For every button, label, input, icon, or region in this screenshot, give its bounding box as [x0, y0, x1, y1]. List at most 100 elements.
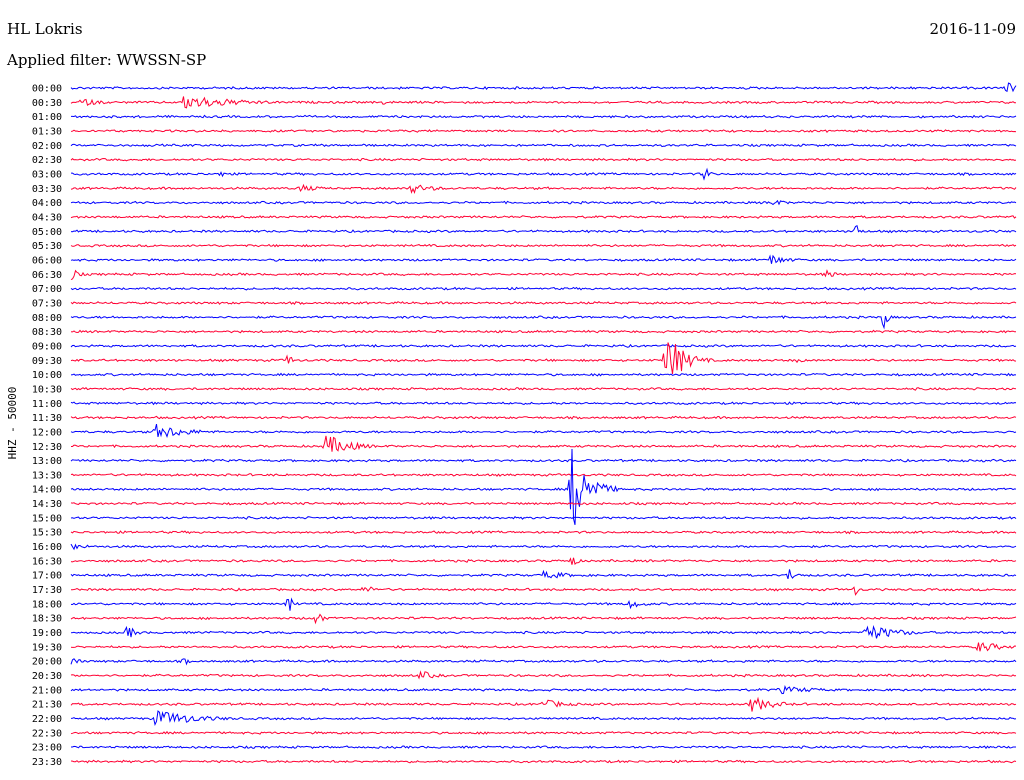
- tick-label: 12:00: [32, 427, 62, 438]
- trace-0700: [70, 286, 1017, 291]
- tick-label: 18:00: [32, 599, 62, 610]
- trace-0600: [70, 254, 1017, 264]
- tick-label: 20:00: [32, 657, 62, 668]
- trace-2000: [70, 658, 1017, 666]
- tick-label: 03:30: [32, 184, 62, 195]
- trace-0330: [70, 183, 1017, 195]
- trace-1830: [70, 613, 1017, 625]
- trace-1930: [70, 642, 1017, 652]
- tick-label: 15:30: [32, 528, 62, 539]
- trace-1230: [71, 435, 1017, 452]
- trace-1200: [70, 423, 1017, 438]
- trace-0200: [70, 143, 1017, 148]
- trace-0000: [70, 82, 1017, 93]
- tick-label: 07:00: [32, 284, 62, 295]
- tick-label: 09:30: [32, 356, 62, 367]
- tick-label: 03:00: [32, 169, 62, 180]
- trace-0130: [70, 129, 1017, 133]
- tick-label: 07:30: [32, 298, 62, 309]
- tick-label: 14:30: [32, 499, 62, 510]
- tick-label: 08:30: [32, 327, 62, 338]
- trace-1300: [70, 458, 1017, 463]
- trace-0430: [70, 215, 1017, 219]
- tick-label: 06:30: [32, 270, 62, 281]
- tick-label: 01:00: [32, 112, 62, 123]
- trace-2230: [70, 730, 1017, 735]
- tick-label: 13:00: [32, 456, 62, 467]
- tick-label: 05:30: [32, 241, 62, 252]
- date-label: 2016-11-09: [929, 20, 1016, 38]
- station-title: HL Lokris: [7, 20, 83, 38]
- tick-label: 12:30: [32, 442, 62, 453]
- tick-label: 16:00: [32, 542, 62, 553]
- tick-label: 08:00: [32, 313, 62, 324]
- tick-label: 02:30: [32, 155, 62, 166]
- y-axis-label: HHZ - 50000: [6, 387, 19, 460]
- tick-label: 19:00: [32, 628, 62, 639]
- trace-1730: [71, 586, 1017, 596]
- tick-label: 00:00: [32, 84, 62, 95]
- tick-label: 21:30: [32, 700, 62, 711]
- tick-label: 14:00: [32, 485, 62, 496]
- tick-label: 04:30: [32, 212, 62, 223]
- trace-0230: [70, 157, 1017, 162]
- trace-0730: [70, 300, 1017, 306]
- tick-label: 20:30: [32, 671, 62, 682]
- trace-2200: [70, 710, 1017, 727]
- trace-2330: [70, 759, 1017, 764]
- filter-label: Applied filter: WWSSN-SP: [7, 51, 207, 69]
- tick-label: 00:30: [32, 98, 62, 109]
- trace-0630: [70, 269, 1017, 281]
- trace-0030: [70, 96, 1016, 109]
- trace-1900: [70, 624, 1017, 639]
- tick-label: 13:30: [32, 470, 62, 481]
- trace-1800: [70, 597, 1017, 611]
- trace-0830: [70, 329, 1016, 334]
- tick-label-group: 00:00 00:30 01:00 01:30 02:00 02:30 03:00 03:30…: [32, 84, 62, 769]
- trace-1700: [70, 569, 1017, 580]
- tick-label: 17:00: [32, 571, 62, 582]
- trace-1430: [70, 501, 1017, 506]
- trace-0930: [70, 342, 1017, 374]
- trace-0100: [71, 114, 1017, 119]
- tick-label: 02:00: [32, 141, 62, 152]
- trace-0400: [70, 199, 1017, 206]
- tick-label: 15:00: [32, 513, 62, 524]
- trace-1000: [70, 372, 1017, 377]
- tick-label: 23:00: [32, 743, 62, 754]
- tick-label: 06:00: [32, 255, 62, 266]
- tick-label: 22:00: [32, 714, 62, 725]
- tick-label: 18:30: [32, 614, 62, 625]
- tick-label: 10:00: [32, 370, 62, 381]
- trace-1100: [70, 401, 1017, 406]
- tick-label: 19:30: [32, 642, 62, 653]
- tick-label: 09:00: [32, 341, 62, 352]
- trace-0300: [71, 167, 1017, 181]
- tick-label: 11:30: [32, 413, 62, 424]
- trace-0500: [70, 224, 1017, 234]
- tick-label: 23:30: [32, 757, 62, 768]
- trace-1500: [70, 516, 1017, 520]
- trace-1530: [70, 530, 1017, 535]
- trace-1330: [70, 473, 1017, 477]
- tick-label: 16:30: [32, 556, 62, 567]
- trace-2130: [70, 696, 1017, 712]
- trace-2030: [70, 670, 1017, 680]
- trace-0800: [70, 315, 1017, 330]
- trace-1600: [70, 543, 1017, 551]
- tick-label: 01:30: [32, 126, 62, 137]
- tick-label: 04:00: [32, 198, 62, 209]
- trace-1130: [70, 415, 1017, 420]
- tick-label: 17:30: [32, 585, 62, 596]
- tick-label: 22:30: [32, 728, 62, 739]
- trace-1030: [70, 387, 1017, 391]
- trace-group: [70, 82, 1017, 764]
- trace-2100: [70, 685, 1017, 695]
- tick-label: 11:00: [32, 399, 62, 410]
- trace-0530: [70, 243, 1017, 248]
- tick-label: 05:00: [32, 227, 62, 238]
- trace-0900: [70, 343, 1017, 348]
- trace-1630: [70, 557, 1017, 566]
- tick-label: 10:30: [32, 384, 62, 395]
